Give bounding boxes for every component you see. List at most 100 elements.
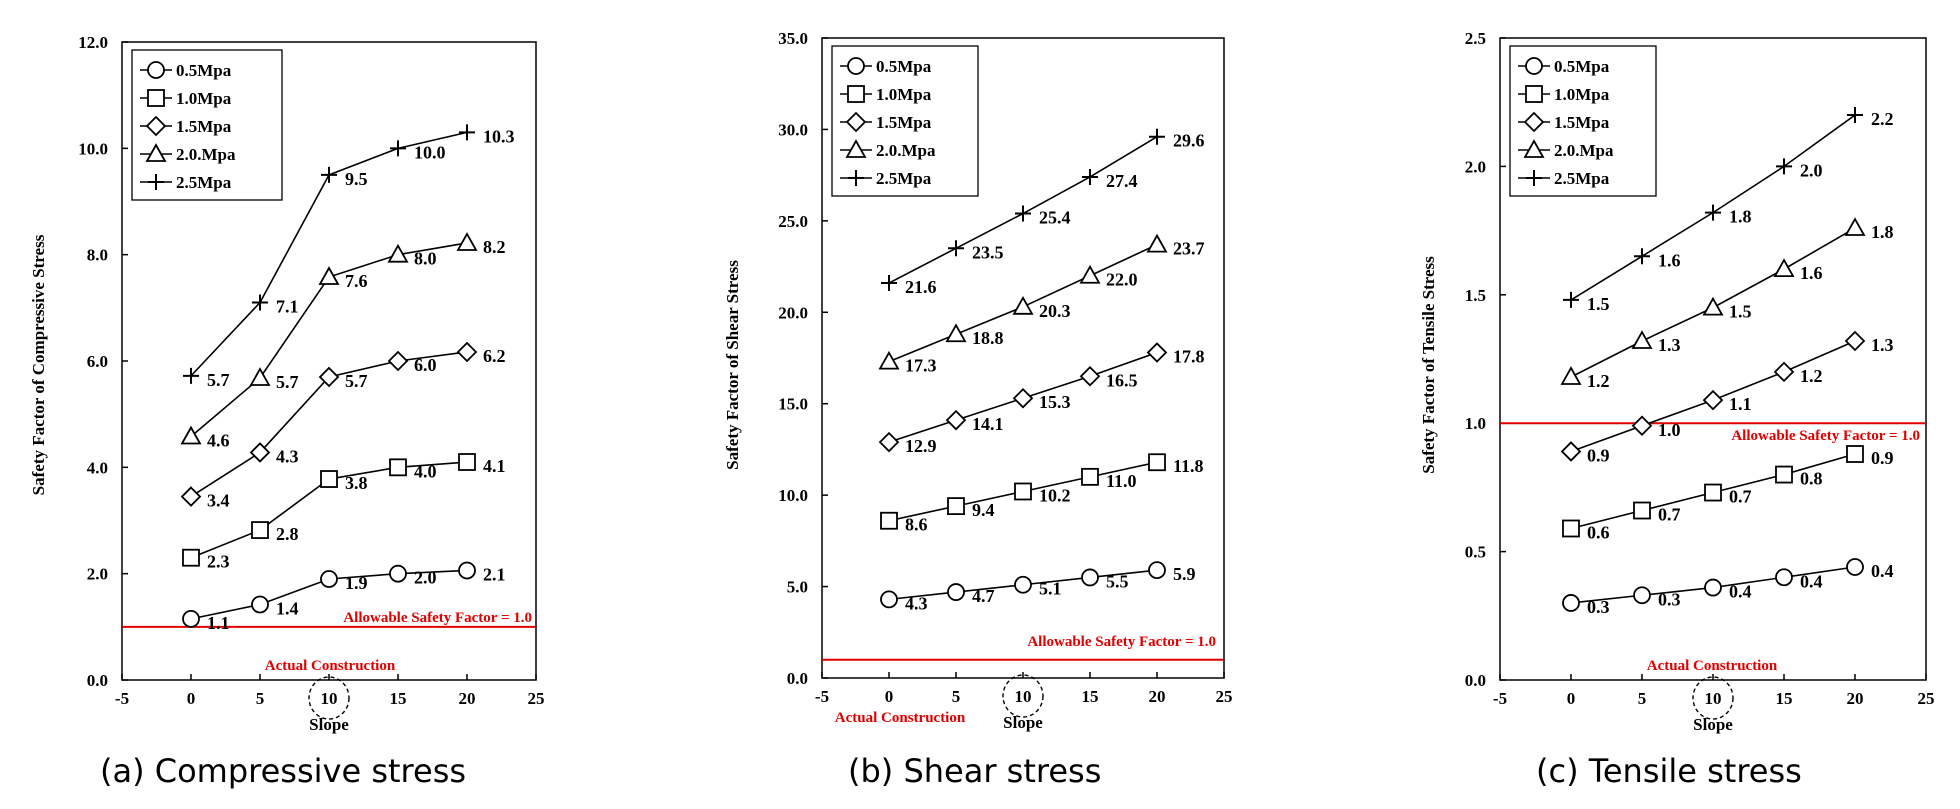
legend-marker (147, 61, 165, 79)
data-label: 5.1 (1039, 579, 1062, 599)
y-tick-label: 2.5 (1465, 29, 1486, 48)
data-point (1560, 366, 1582, 385)
data-point (1633, 501, 1651, 520)
legend-marker (847, 85, 865, 103)
data-point (948, 240, 964, 257)
y-tick-label: 15.0 (778, 395, 808, 414)
x-axis-label: Slope (1693, 715, 1733, 734)
data-point (1562, 594, 1580, 612)
data-point (389, 564, 407, 583)
legend-label: 1.5Mpa (176, 117, 232, 136)
data-point (1012, 387, 1034, 409)
series-1-5mpa: 0.9 1.0 1.1 1.2 1.3 (1560, 330, 1894, 465)
data-label: 1.2 (1587, 371, 1610, 391)
legend-marker (1525, 57, 1543, 75)
data-label: 2.0 (1800, 160, 1823, 180)
data-label: 1.8 (1871, 222, 1894, 242)
data-point (1081, 467, 1099, 486)
actual-construction-circle (308, 676, 350, 720)
y-tick-label: 10.0 (78, 139, 108, 158)
data-label: 14.1 (972, 414, 1004, 434)
legend-label: 2.5Mpa (1554, 169, 1610, 188)
data-label: 1.1 (207, 613, 230, 633)
data-label: 1.1 (1729, 394, 1752, 414)
data-point (1844, 217, 1866, 236)
data-label: 0.9 (1871, 448, 1894, 468)
legend-item: 2.5Mpa (840, 169, 932, 188)
y-tick-label: 0.5 (1465, 543, 1486, 562)
data-point (1015, 205, 1031, 222)
data-point (180, 486, 202, 507)
legend-marker (845, 111, 867, 133)
data-point (1846, 558, 1864, 576)
data-point (249, 442, 271, 463)
legend-marker (845, 139, 867, 158)
data-point (1079, 366, 1101, 387)
data-label: 1.6 (1658, 250, 1681, 270)
data-label: 0.3 (1587, 597, 1610, 617)
legend-marker (1523, 111, 1545, 133)
data-label: 23.5 (972, 242, 1004, 262)
legend-item: 2.0.Mpa (840, 139, 936, 160)
data-point (252, 294, 268, 311)
data-label: 29.6 (1173, 131, 1205, 151)
data-label: 0.7 (1729, 487, 1752, 507)
data-point (947, 497, 965, 516)
x-tick-label: -5 (1493, 689, 1507, 708)
data-point (387, 243, 409, 263)
data-point (251, 595, 269, 614)
y-tick-label: 4.0 (87, 458, 108, 477)
caption-tensile: (c) Tensile stress (1536, 752, 1802, 790)
series-1-5mpa: 12.9 14.1 15.3 16.5 17.8 (878, 342, 1205, 456)
data-label: 0.3 (1658, 589, 1681, 609)
data-point (249, 367, 271, 386)
data-point (1014, 482, 1032, 501)
data-point (880, 511, 898, 530)
data-label: 1.3 (1871, 335, 1894, 355)
data-point (320, 570, 338, 588)
data-point (318, 266, 340, 285)
y-tick-label: 0.0 (787, 669, 808, 688)
legend-label: 1.0Mpa (876, 85, 932, 104)
legend-item: 0.5Mpa (1518, 57, 1610, 76)
data-point (1773, 258, 1795, 278)
data-point (1775, 465, 1793, 484)
legend-label: 1.0Mpa (176, 89, 232, 108)
data-label: 5.7 (345, 371, 368, 391)
legend-label: 1.5Mpa (1554, 113, 1610, 132)
y-tick-label: 25.0 (778, 212, 808, 231)
data-label: 10.0 (414, 142, 446, 162)
data-label: 1.6 (1800, 263, 1823, 283)
caption-compressive: (a) Compressive stress (100, 752, 467, 790)
data-label: 9.5 (345, 169, 368, 189)
x-tick-label: 0 (885, 687, 894, 706)
data-label: 10.2 (1039, 485, 1071, 505)
data-point (1776, 158, 1792, 175)
series-2-0-mpa: 4.6 5.7 7.6 8.0 8.2 (180, 232, 506, 450)
data-point (1704, 483, 1722, 502)
actual-construction-circle (1692, 676, 1734, 720)
data-label: 6.2 (483, 346, 506, 366)
data-label: 20.3 (1039, 301, 1071, 321)
series-1-0mpa: 8.6 9.4 10.2 11.0 11.8 (880, 453, 1204, 535)
data-point (1146, 233, 1168, 253)
x-tick-label: 20 (459, 689, 476, 708)
data-label: 1.0 (1658, 420, 1681, 440)
data-label: 5.9 (1173, 564, 1196, 584)
data-point (251, 521, 269, 539)
data-point (1704, 578, 1722, 597)
x-tick-label: 25 (1918, 689, 1935, 708)
legend-marker (1525, 85, 1543, 103)
data-label: 4.0 (414, 461, 437, 481)
data-point (1562, 519, 1580, 538)
series-1-5mpa: 3.4 4.3 5.7 6.0 6.2 (180, 341, 506, 511)
data-label: 2.3 (207, 552, 230, 572)
data-point (456, 341, 478, 363)
legend-label: 2.0.Mpa (876, 141, 936, 160)
data-label: 4.7 (972, 586, 995, 606)
y-tick-label: 1.0 (1465, 414, 1486, 433)
legend-item: 2.0.Mpa (140, 143, 236, 164)
y-tick-label: 20.0 (778, 303, 808, 322)
y-tick-label: 2.0 (1465, 157, 1486, 176)
